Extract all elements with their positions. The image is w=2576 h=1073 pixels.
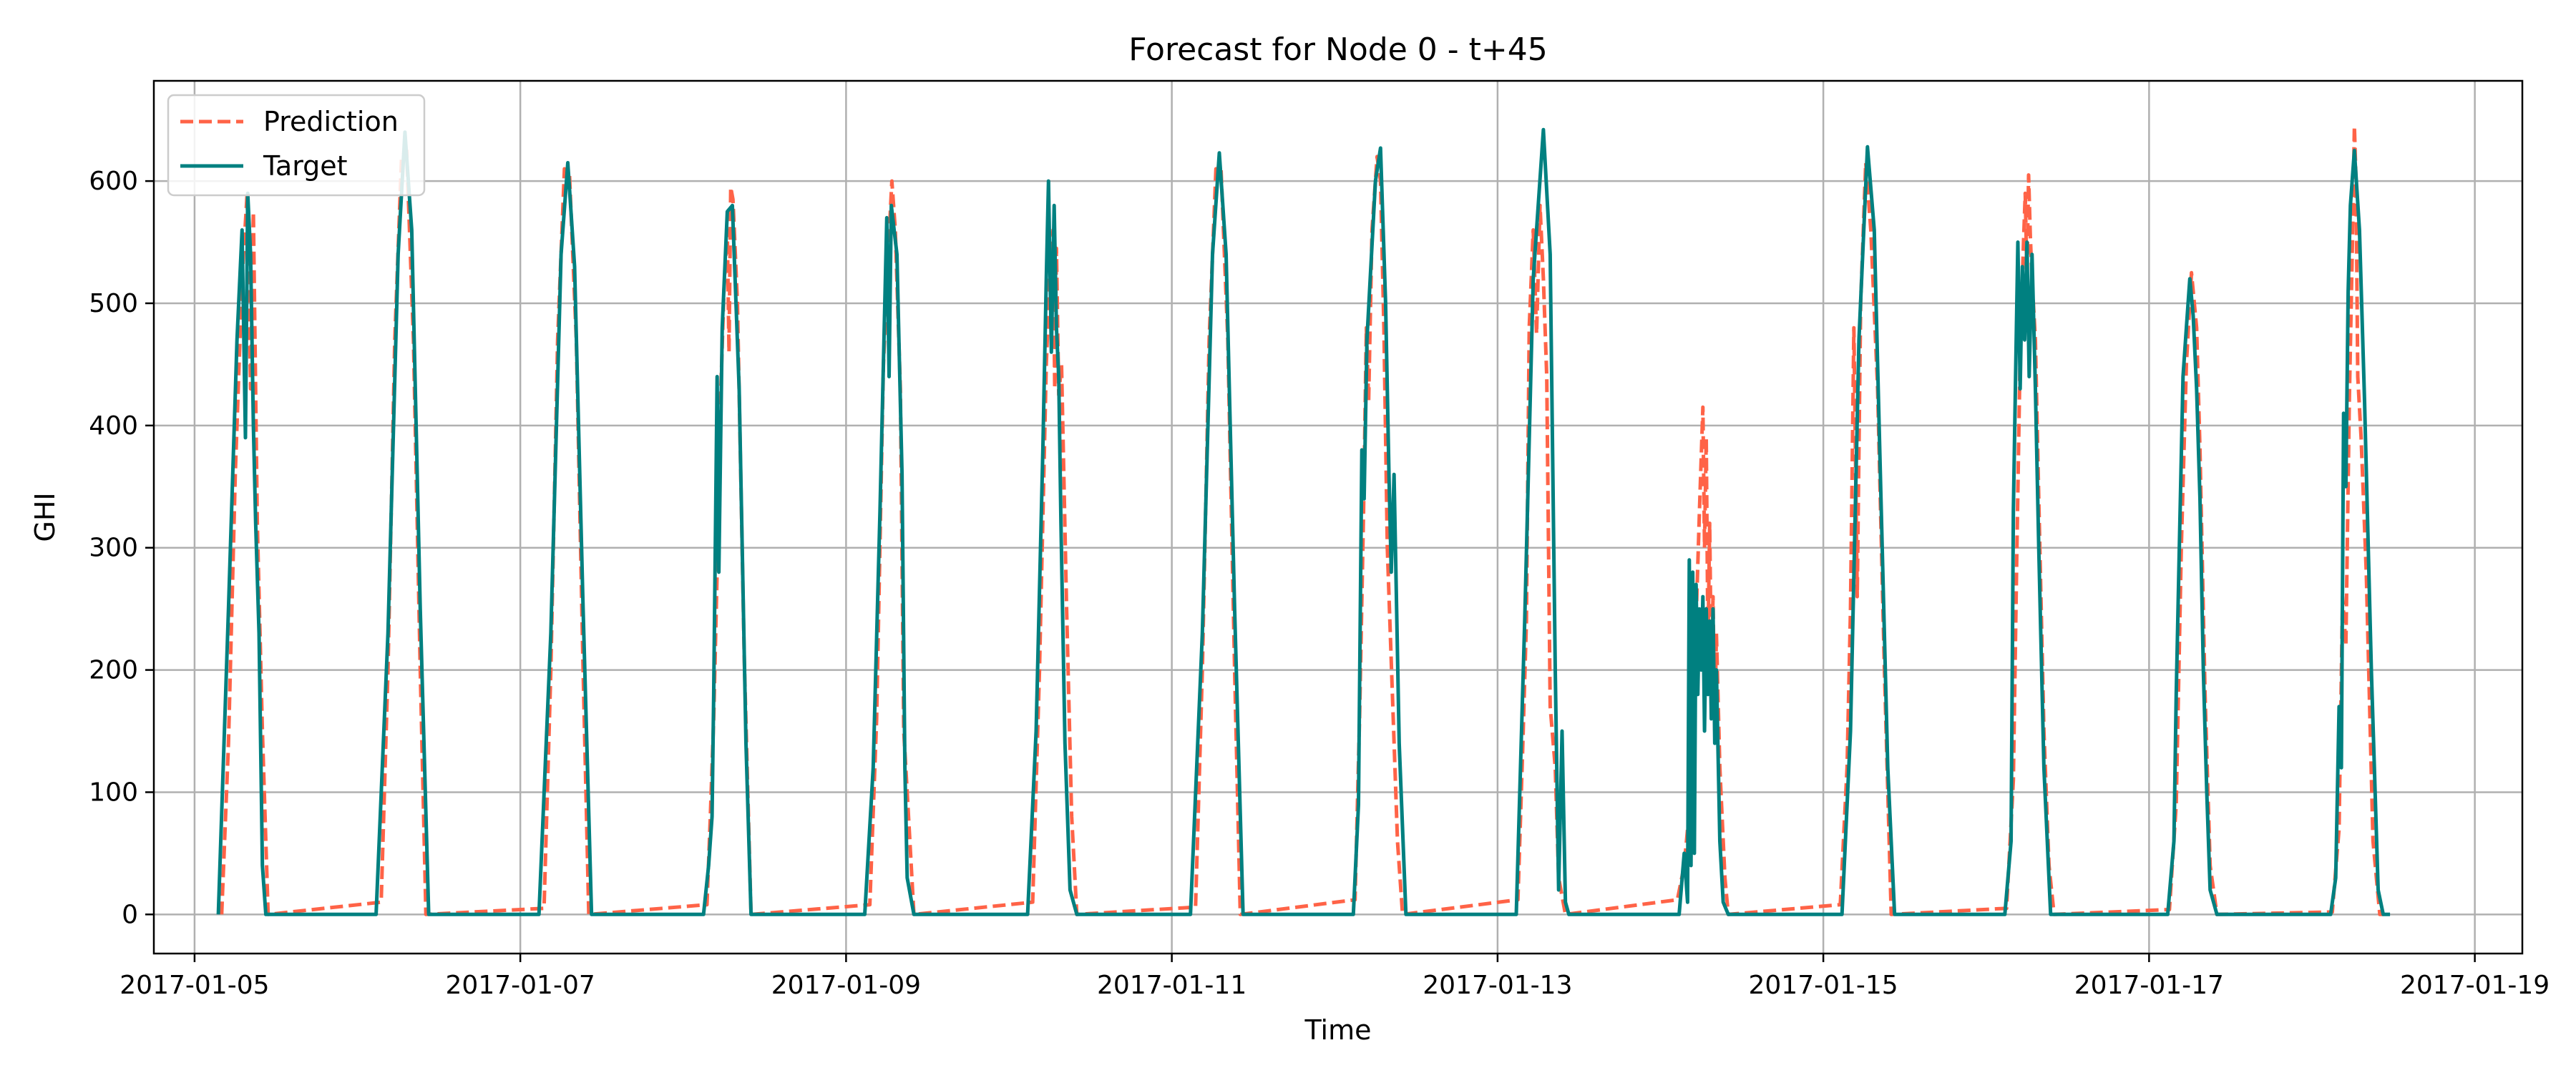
x-tick-label-5: 2017-01-15 <box>1749 971 1898 1000</box>
tick-layer: 2017-01-05 2017-01-07 2017-01-09 2017-01-11… <box>89 167 2550 1000</box>
y-tick-label-3: 300 <box>89 534 138 563</box>
y-tick-label-4: 400 <box>89 411 138 441</box>
y-tick-label-1: 100 <box>89 778 138 807</box>
x-tick-label-4: 2017-01-13 <box>1423 971 1572 1000</box>
grid-layer <box>154 81 2522 954</box>
x-axis-label: Time <box>1304 1014 1372 1046</box>
y-axis-label: GHI <box>29 492 61 542</box>
legend-box <box>167 94 426 197</box>
legend: Prediction Target <box>167 94 426 197</box>
y-tick-label-2: 200 <box>89 656 138 685</box>
x-tick-label-2: 2017-01-09 <box>771 971 921 1000</box>
legend-label-prediction: Prediction <box>263 106 399 137</box>
x-tick-label-1: 2017-01-07 <box>446 971 595 1000</box>
y-tick-label-5: 500 <box>89 289 138 318</box>
x-tick-label-7: 2017-01-19 <box>2400 971 2550 1000</box>
x-tick-label-6: 2017-01-17 <box>2074 971 2224 1000</box>
plot-frame <box>152 79 2524 955</box>
series-layer <box>216 124 2391 916</box>
y-tick-label-6: 600 <box>89 167 138 196</box>
chart-title: Forecast for Node 0 - t+45 <box>1128 31 1547 68</box>
x-tick-label-3: 2017-01-11 <box>1097 971 1246 1000</box>
y-tick-label-0: 0 <box>122 900 138 929</box>
series-line-target <box>216 127 2391 916</box>
x-tick-label-0: 2017-01-05 <box>119 971 269 1000</box>
legend-label-target: Target <box>263 150 348 182</box>
